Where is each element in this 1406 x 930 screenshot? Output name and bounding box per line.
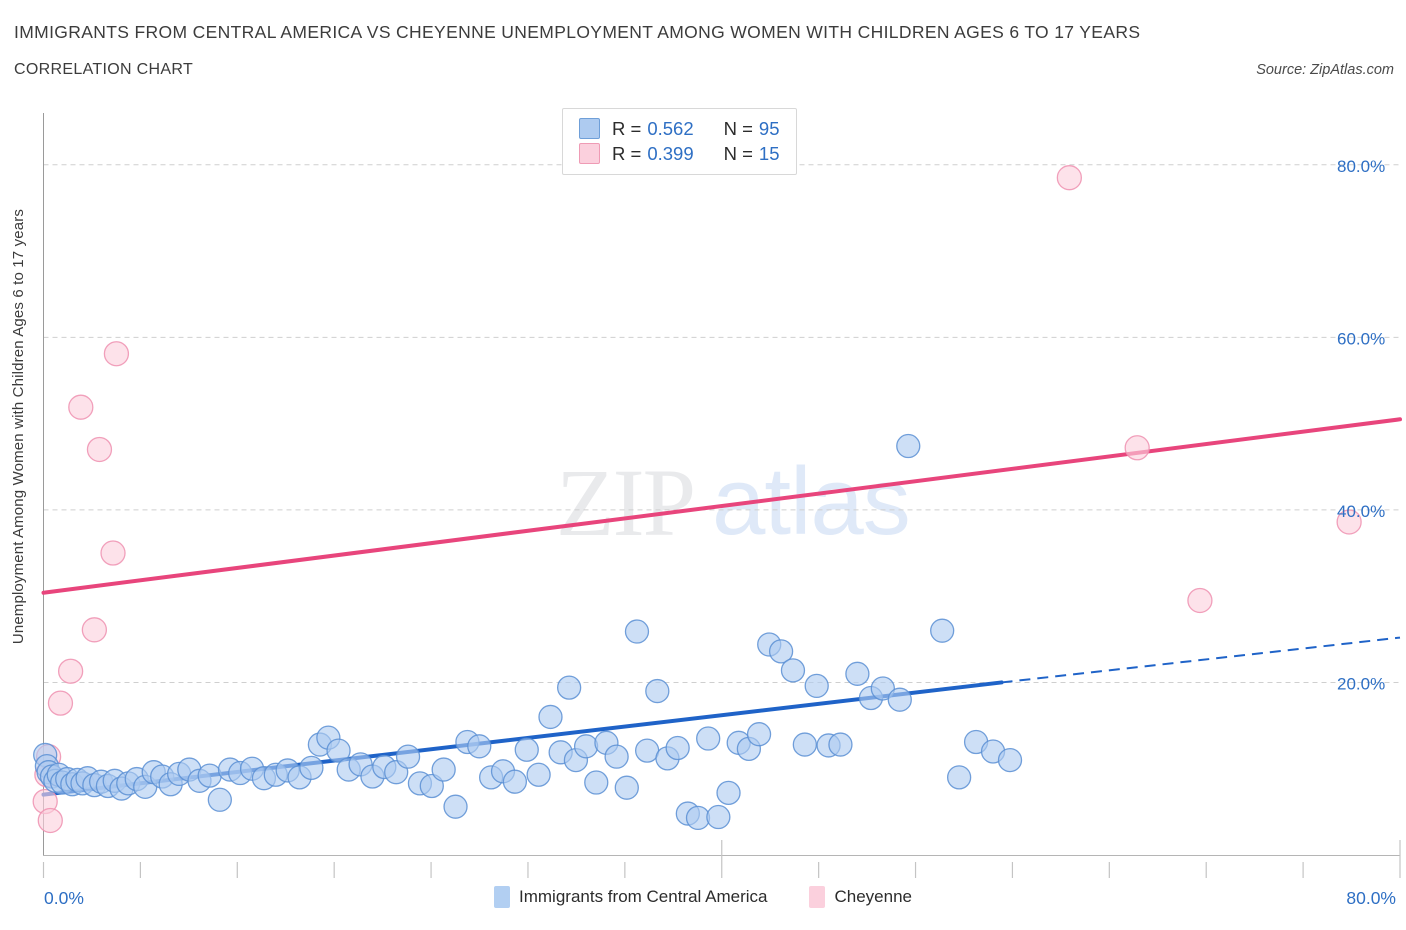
data-point [103, 341, 130, 367]
data-point [431, 757, 456, 782]
data-point [930, 618, 955, 643]
legend-item-immigrants[interactable]: Immigrants from Central America [494, 886, 767, 908]
data-point [467, 734, 492, 759]
data-point [604, 744, 629, 769]
data-point [526, 762, 551, 787]
r-label-blue: R = [612, 117, 642, 139]
x-axis-ticks [42, 840, 1401, 878]
source-label: Source: ZipAtlas.com [1256, 62, 1394, 78]
data-point [997, 747, 1023, 773]
x-axis-max-label: 80.0% [1346, 888, 1396, 908]
r-value-pink: 0.399 [647, 142, 694, 164]
y-axis-tick-label: 80.0% [1337, 157, 1385, 176]
data-point [57, 658, 84, 684]
data-point [37, 807, 63, 834]
data-point [828, 732, 853, 757]
data-point [197, 763, 222, 788]
page-title: IMMIGRANTS FROM CENTRAL AMERICA VS CHEYE… [14, 22, 1141, 42]
data-point [68, 394, 94, 420]
y-axis-tick-label: 20.0% [1337, 674, 1385, 693]
data-point [696, 726, 721, 751]
x-axis-min-label: 0.0% [44, 888, 84, 908]
n-value-blue: 95 [758, 117, 780, 139]
data-point [845, 661, 870, 686]
data-point [573, 734, 599, 759]
stats-legend: R = 0.562 N = 95 R = 0.399 N = 15 [562, 108, 797, 175]
data-point [502, 769, 528, 794]
axis-lines [43, 113, 1400, 856]
data-point [665, 735, 690, 761]
legend-label-cheyenne: Cheyenne [834, 887, 912, 906]
r-label-pink: R = [612, 142, 642, 164]
data-point [514, 737, 539, 762]
data-point [584, 770, 609, 795]
data-point [645, 678, 670, 704]
data-point [614, 775, 639, 800]
data-point [81, 617, 108, 643]
data-point [207, 787, 232, 812]
data-point [780, 658, 806, 683]
series-legend: Immigrants from Central America Cheyenne [0, 886, 1406, 908]
n-label-pink: N = [723, 142, 753, 164]
data-point [100, 540, 126, 566]
data-point [634, 738, 660, 763]
legend-swatch-pink-icon [579, 143, 600, 164]
data-point [86, 436, 113, 463]
data-point [1056, 165, 1083, 191]
legend-label-immigrants: Immigrants from Central America [519, 887, 768, 906]
data-point [716, 780, 741, 806]
r-value-blue: 0.562 [647, 117, 694, 139]
data-point [1336, 509, 1362, 535]
data-point [326, 738, 351, 763]
legend-chip-blue-icon [494, 886, 511, 908]
data-point [395, 744, 421, 769]
data-point [685, 805, 711, 831]
data-point [896, 433, 921, 459]
data-point [792, 732, 817, 757]
y-axis-tick-label: 40.0% [1337, 502, 1385, 521]
data-point [556, 675, 582, 700]
data-point [299, 755, 324, 781]
cheyenne-points [32, 165, 1362, 834]
legend-chip-pink-icon [809, 886, 826, 908]
data-point [804, 673, 829, 699]
data-point [746, 722, 772, 747]
data-point [538, 704, 563, 730]
data-point [1187, 587, 1213, 614]
data-point [419, 773, 444, 799]
y-axis-tick-label: 60.0% [1337, 329, 1385, 348]
data-point [1124, 435, 1150, 461]
stats-legend-row: R = 0.562 N = 95 [579, 116, 780, 141]
legend-swatch-blue-icon [579, 118, 600, 139]
data-point [887, 687, 912, 712]
stats-legend-row: R = 0.399 N = 15 [579, 141, 780, 166]
n-label-blue: N = [723, 117, 753, 139]
n-value-pink: 15 [758, 142, 780, 164]
legend-item-cheyenne[interactable]: Cheyenne [809, 886, 912, 908]
data-point [47, 690, 74, 716]
data-point [443, 794, 468, 819]
data-point [870, 676, 895, 701]
trendline-immigrants-projected [1001, 636, 1401, 684]
page-subtitle: CORRELATION CHART [14, 61, 194, 78]
data-point [624, 619, 650, 644]
data-point [768, 639, 794, 664]
trendline-cheyenne [41, 417, 1402, 595]
data-point [706, 804, 731, 830]
immigrants-points [33, 433, 1023, 831]
data-point [946, 765, 972, 790]
y-axis-tick-labels: 80.0% 60.0% 40.0% 20.0% [1337, 157, 1385, 694]
